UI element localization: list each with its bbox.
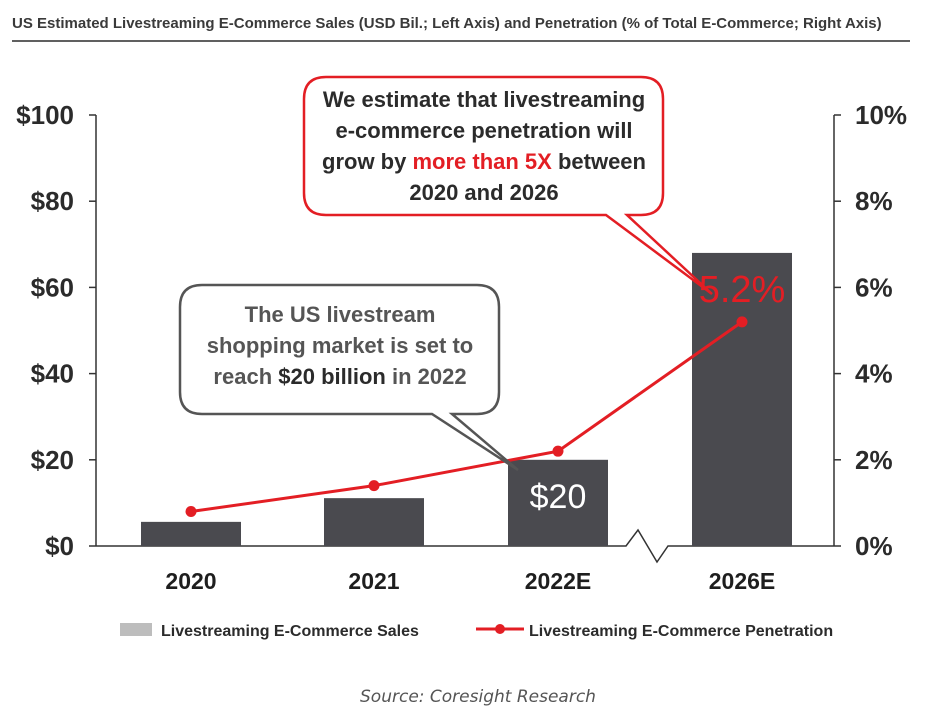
left-tick-label: $0 [45,531,74,561]
callout-segment: e-commerce penetration will [335,118,632,143]
callout-line: 2020 and 2026 [409,180,558,205]
chart-title: US Estimated Livestreaming E-Commerce Sa… [12,15,882,32]
penetration-point-2026e [736,316,748,328]
right-tick-label: 10% [855,100,907,130]
x-category-label: 2021 [348,568,399,594]
callout-segment: in 2022 [386,364,467,389]
right-tick-label: 4% [855,359,893,389]
bars: $20 [141,252,792,547]
source-text: Source: Coresight Research [360,687,596,707]
left-tick-label: $40 [31,359,74,389]
gray-callout: The US livestream shopping market is set … [178,283,519,472]
callout-segment: reach [213,364,278,389]
penetration-point-2021 [368,480,380,492]
sales-bar-2020 [141,521,241,546]
sales-bar-2021 [324,498,424,546]
x-category-label: 2020 [165,568,216,594]
red-callout-bubble [302,75,713,296]
left-tick-label: $80 [31,186,74,216]
legend-swatch-penetration-dot [495,624,505,634]
callout-line: shopping market is set to [207,333,474,358]
right-tick-label: 0% [855,531,893,561]
callout-segment: more than 5X [412,149,552,174]
callout-line: The US livestream [245,302,436,327]
legend-label-sales: Livestreaming E-Commerce Sales [161,623,419,640]
callout-segment: grow by [322,149,412,174]
legend-label-penetration: Livestreaming E-Commerce Penetration [529,623,833,640]
sales-bar-2022e [508,459,608,546]
x-category-label: 2026E [709,568,776,594]
legend: Livestreaming E-Commerce Sales Livestream… [120,623,833,640]
red-callout: We estimate that livestreaming e-commerce… [302,75,713,296]
right-tick-label: 8% [855,186,893,216]
right-tick-label: 6% [855,272,893,302]
callout-segment: shopping market is set to [207,333,474,358]
callout-segment: We estimate that livestreaming [323,87,645,112]
callout-segment: $20 billion [278,364,386,389]
right-tick-label: 2% [855,445,893,475]
penetration-point-2022e [552,445,564,457]
penetration-value-label: 5.2% [699,269,786,311]
left-tick-label: $60 [31,272,74,302]
callout-line: e-commerce penetration will [335,118,632,143]
callout-line: We estimate that livestreaming [323,87,645,112]
legend-swatch-sales [120,623,152,636]
callout-segment: between [552,149,646,174]
callout-line: reach $20 billion in 2022 [213,364,466,389]
axes: $0 $20 $40 $60 $80 $100 0% 2% 4% 6% 8% 10% 2020 2021 2… [16,100,907,594]
callout-segment: The US livestream [245,302,436,327]
x-category-label: 2022E [525,568,592,594]
callout-line: grow by more than 5X between [322,149,646,174]
callout-segment: 2020 and 2026 [409,180,558,205]
left-tick-label: $100 [16,100,74,130]
sales-bar-2026e [692,252,792,547]
penetration-line [190,320,743,514]
penetration-line-layer: 5.2% [185,269,786,518]
left-tick-label: $20 [31,445,74,475]
bar-value-label: $20 [530,478,587,516]
penetration-point-2020 [185,506,197,518]
gray-callout-bubble [178,283,519,472]
